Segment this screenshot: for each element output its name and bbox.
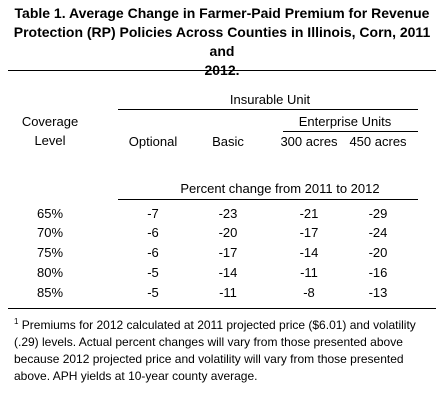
enterprise-units-header: Enterprise Units [298,114,392,129]
title-line-1: Table 1. Average Change in Farmer-Paid P… [14,5,430,21]
percent-change-rule [118,199,418,200]
optional-header: Optional [128,134,178,149]
row-acres300: -11 [300,265,318,280]
row-acres450: -20 [368,245,388,260]
insurable-unit-header: Insurable Unit [229,92,311,107]
row-acres300: -8 [303,285,315,300]
enterprise-units-rule [283,131,418,132]
coverage-header-line1: Coverage [21,114,79,129]
acres300-header: 300 acres [280,134,338,149]
row-level: 65% [36,206,64,221]
table-title: Table 1. Average Change in Farmer-Paid P… [8,4,436,80]
row-optional: -6 [147,245,159,260]
bottom-rule [8,308,436,309]
row-acres450: -16 [368,265,388,280]
row-acres450: -29 [368,206,388,221]
row-level: 70% [36,225,64,240]
row-acres300: -14 [299,245,319,260]
row-basic: -20 [218,225,238,240]
footnote-text: Premiums for 2012 calculated at 2011 pro… [14,318,416,383]
row-optional: -5 [147,265,159,280]
row-optional: -5 [147,285,159,300]
row-basic: -23 [218,206,238,221]
row-level: 80% [36,265,64,280]
percent-change-header: Percent change from 2011 to 2012 [180,181,380,196]
acres450-header: 450 acres [349,134,407,149]
row-basic: -11 [219,285,237,300]
row-level: 85% [36,285,64,300]
row-acres450: -24 [368,225,388,240]
row-optional: -7 [147,206,159,221]
row-basic: -14 [218,265,238,280]
row-basic: -17 [218,245,238,260]
coverage-header-line2: Level [34,133,66,148]
footnote-marker: 1 [14,317,19,326]
row-optional: -6 [147,225,159,240]
row-acres300: -21 [299,206,319,221]
basic-header: Basic [212,134,244,149]
title-line-2: Protection (RP) Policies Across Counties… [13,24,431,59]
footnote: 1 Premiums for 2012 calculated at 2011 p… [14,317,430,385]
row-acres450: -13 [368,285,388,300]
row-acres300: -17 [299,225,319,240]
top-rule [8,70,436,71]
insurable-unit-rule [118,109,418,110]
row-level: 75% [36,245,64,260]
